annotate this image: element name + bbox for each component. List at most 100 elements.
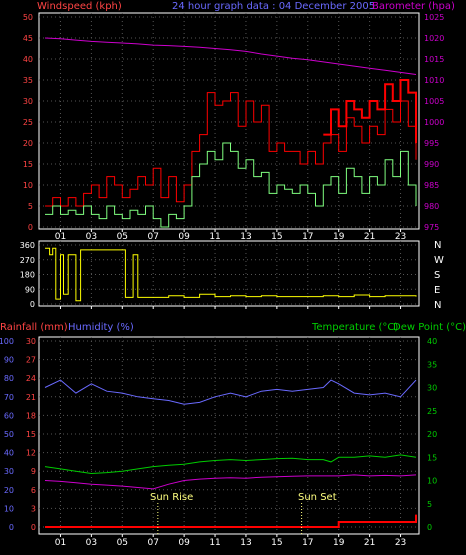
rain-ytick-label: 3 (31, 504, 36, 513)
windspeed-axis-title: Windspeed (kph) (37, 1, 122, 12)
humidity-ytick-label: 60 (4, 411, 14, 420)
wind-panel-frame (38, 12, 420, 230)
baro-ytick-label: 990 (424, 160, 439, 169)
wind-ytick-label: 10 (23, 181, 33, 190)
rain-ytick-label: 18 (26, 411, 36, 420)
wind-xtick-label: 05 (117, 232, 128, 242)
compass-n-top: N (434, 240, 441, 251)
wind-xtick-label: 23 (395, 232, 406, 242)
rain-ytick-label: 6 (31, 486, 36, 495)
dewpoint-line (44, 474, 417, 490)
barometer-line (44, 37, 417, 75)
baro-ytick-label: 975 (424, 223, 439, 232)
rain-xtick-label: 19 (333, 538, 345, 548)
humidity-ytick-label: 40 (4, 449, 14, 458)
rainfall-axis-title: Rainfall (mm) (0, 322, 68, 333)
baro-ytick-label: 985 (424, 181, 439, 190)
wind-xtick-label: 09 (178, 232, 190, 242)
baro-ytick-label: 1005 (424, 97, 444, 106)
dir-ytick-label: 0 (30, 300, 35, 309)
rain-ytick-label: 9 (31, 467, 36, 476)
rain-ytick-label: 15 (26, 430, 36, 439)
rain-xtick-label: 15 (271, 538, 282, 548)
wind-ytick-label: 40 (23, 55, 33, 64)
wind-xtick-label: 13 (240, 232, 251, 242)
compass-n-bottom: N (434, 300, 441, 311)
baro-ytick-label: 1015 (424, 55, 444, 64)
temp-ytick-label: 25 (427, 407, 437, 416)
temp-ytick-label: 10 (427, 477, 437, 486)
rain-xtick-label: 23 (395, 538, 406, 548)
humidity-ytick-label: 100 (0, 337, 14, 346)
wind-xtick-label: 17 (302, 232, 313, 242)
temperature-axis-title: Temperature (°C) (311, 322, 398, 333)
wind-xtick-label: 15 (271, 232, 282, 242)
humidity-line (44, 379, 417, 405)
temp-ytick-label: 20 (427, 430, 437, 439)
temp-ytick-label: 30 (427, 384, 437, 393)
wind-ytick-label: 15 (23, 160, 33, 169)
rain-temp-panel-frame (38, 336, 420, 535)
gust-line (323, 79, 417, 143)
wind-direction-line (45, 247, 417, 302)
wind-xtick-label: 19 (333, 232, 345, 242)
wind-ytick-label: 5 (28, 202, 33, 211)
humidity-ytick-label: 90 (4, 356, 14, 365)
wind-ytick-label: 20 (23, 139, 33, 148)
wind-ytick-label: 0 (28, 223, 33, 232)
temp-ytick-label: 0 (427, 523, 432, 532)
rain-xtick-label: 05 (117, 538, 128, 548)
rainfall-line (45, 514, 417, 528)
rain-xtick-label: 21 (364, 538, 375, 548)
rain-xtick-label: 01 (55, 538, 66, 548)
rain-ytick-label: 12 (26, 449, 36, 458)
baro-ytick-label: 1025 (424, 13, 444, 22)
rain-xtick-label: 09 (178, 538, 190, 548)
compass-w: W (434, 255, 444, 266)
compass-s: S (434, 270, 440, 281)
humidity-ytick-label: 80 (4, 374, 14, 383)
rain-xtick-label: 11 (209, 538, 220, 548)
dewpoint-axis-title: Dew Point (°C) (393, 322, 466, 333)
wind-xtick-label: 07 (147, 232, 158, 242)
sunset-label: Sun Set (298, 492, 337, 503)
humidity-ytick-label: 70 (4, 393, 14, 402)
wind-ytick-label: 35 (23, 76, 33, 85)
series-layer (44, 37, 417, 534)
baro-ytick-label: 1010 (424, 76, 444, 85)
dir-ytick-label: 90 (25, 285, 35, 294)
baro-ytick-label: 1020 (424, 34, 444, 43)
sunrise-label: Sun Rise (150, 492, 193, 503)
humidity-ytick-label: 50 (4, 430, 14, 439)
dir-ytick-label: 270 (20, 256, 35, 265)
low-wind-line (45, 142, 417, 228)
rain-ytick-label: 0 (31, 523, 36, 532)
wind-xtick-label: 03 (86, 232, 97, 242)
wind-xtick-label: 11 (209, 232, 220, 242)
wind-xtick-label: 01 (55, 232, 66, 242)
humidity-ytick-label: 10 (4, 504, 14, 513)
axis-layer: 0510152025303540455097598098599099510001… (0, 13, 444, 548)
rain-xtick-label: 07 (147, 538, 158, 548)
baro-ytick-label: 980 (424, 202, 439, 211)
humidity-ytick-label: 20 (4, 486, 14, 495)
rain-xtick-label: 13 (240, 538, 251, 548)
grid-layer (39, 13, 419, 534)
rain-ytick-label: 30 (26, 337, 36, 346)
humidity-ytick-label: 0 (9, 523, 14, 532)
temp-ytick-label: 15 (427, 453, 437, 462)
rain-xtick-label: 03 (86, 538, 97, 548)
rain-ytick-label: 21 (26, 393, 36, 402)
rain-ytick-label: 27 (26, 356, 36, 365)
humidity-axis-title: Humidity (%) (68, 322, 134, 333)
wind-ytick-label: 50 (23, 13, 33, 22)
wind-ytick-label: 25 (23, 118, 33, 127)
wind-ytick-label: 30 (23, 97, 33, 106)
temp-ytick-label: 40 (427, 337, 437, 346)
dir-ytick-label: 180 (20, 271, 35, 280)
baro-ytick-label: 995 (424, 139, 439, 148)
temp-ytick-label: 35 (427, 360, 437, 369)
direction-panel-frame (38, 240, 420, 307)
rain-xtick-label: 17 (302, 538, 313, 548)
